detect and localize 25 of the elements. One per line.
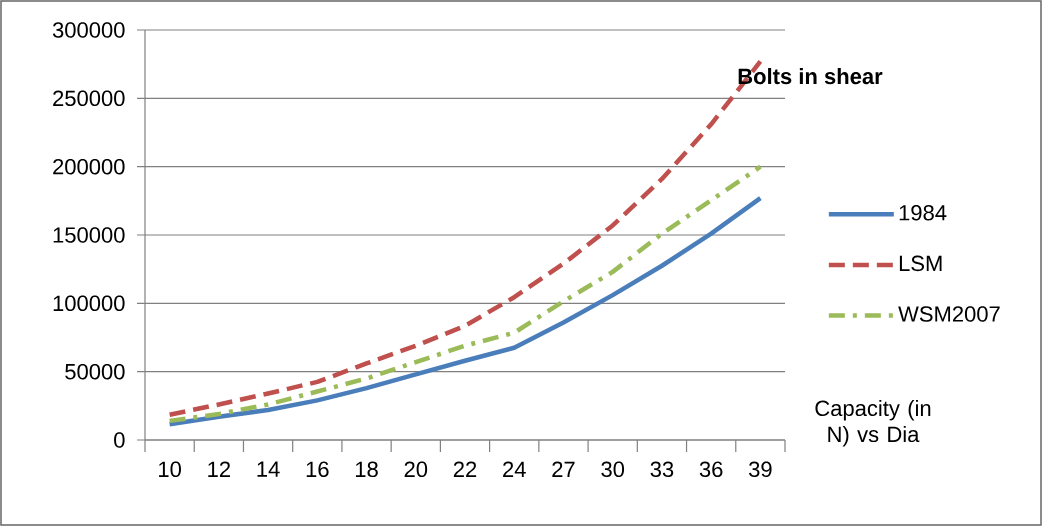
x-tick-label: 14 [257,461,280,477]
x-tick-label: 10 [159,461,181,478]
x-tick-label: 16 [306,461,329,478]
y-tick-label: 200000 [53,158,125,175]
x-tick-label: 12 [208,461,230,477]
text: Capacity (in N) vs Dia [815,399,931,447]
x-tick-label: 33 [650,461,674,478]
x-tick-label: 24 [503,461,526,477]
x-tick-label: 30 [601,461,625,478]
x-tick-label: 20 [404,461,428,478]
y-tick-label: 300000 [52,22,125,38]
legend-label: WSM2007 [898,306,1000,322]
x-tick-label: 22 [453,461,477,477]
y-tick-label: 150000 [53,227,125,243]
legend-label: LSM [899,255,942,272]
x-tick-label: 27 [552,461,575,477]
y-tick-label: 50000 [65,363,125,380]
text: Bolts in shear [738,68,883,85]
x-tick-label: 18 [355,461,378,478]
y-tick-label: 100000 [53,295,125,312]
y-tick-label: 250000 [53,90,125,107]
x-tick-label: 39 [749,461,772,478]
y-tick-label: 0 [114,432,125,448]
legend-label: 1984 [899,204,947,221]
x-tick-label: 36 [699,461,723,478]
